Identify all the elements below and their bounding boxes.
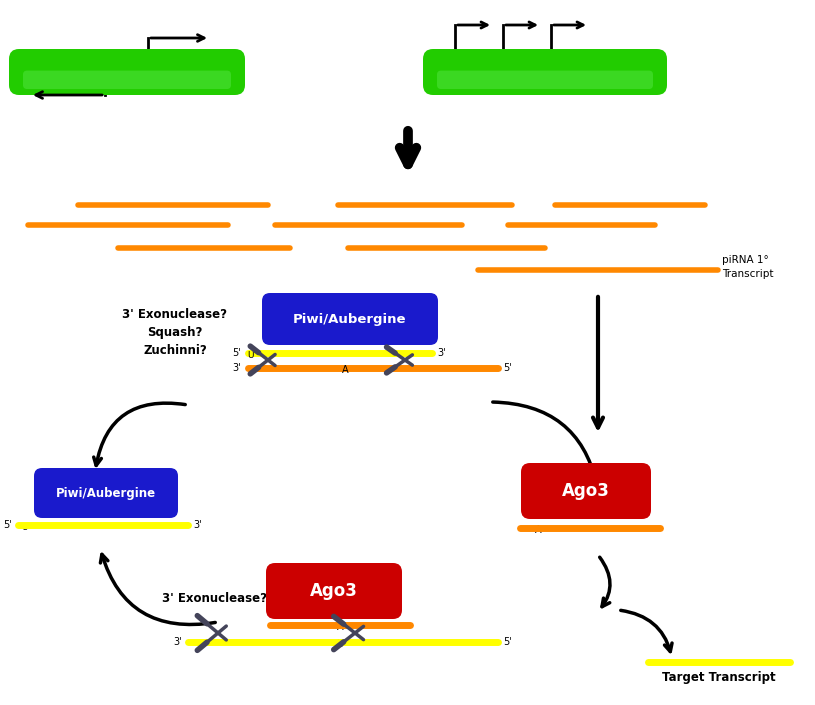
Text: Target Transcript: Target Transcript <box>662 671 776 685</box>
FancyBboxPatch shape <box>23 70 231 89</box>
Text: 3': 3' <box>174 637 182 647</box>
Text: U: U <box>337 639 344 649</box>
Text: 3': 3' <box>232 363 241 373</box>
Text: 3' Exonuclease?
Squash?
Zuchinni?: 3' Exonuclease? Squash? Zuchinni? <box>122 308 227 357</box>
FancyBboxPatch shape <box>262 293 438 345</box>
FancyBboxPatch shape <box>34 468 178 518</box>
Text: Piwi/Aubergine: Piwi/Aubergine <box>293 312 407 326</box>
FancyBboxPatch shape <box>266 563 402 619</box>
Text: 3': 3' <box>193 520 201 530</box>
Text: 3': 3' <box>437 348 446 358</box>
FancyBboxPatch shape <box>437 70 653 89</box>
Text: 5': 5' <box>232 348 241 358</box>
Text: Ago3: Ago3 <box>562 482 610 500</box>
Text: 5': 5' <box>503 363 512 373</box>
Text: U: U <box>20 522 27 532</box>
Text: 5': 5' <box>3 520 12 530</box>
Text: 5': 5' <box>503 637 512 647</box>
Text: 3' Exonuclease?: 3' Exonuclease? <box>162 591 267 604</box>
FancyBboxPatch shape <box>521 463 651 519</box>
FancyBboxPatch shape <box>423 49 667 95</box>
Text: Ago3: Ago3 <box>310 582 358 600</box>
FancyBboxPatch shape <box>9 49 245 95</box>
Text: A: A <box>535 525 541 535</box>
Text: U: U <box>248 350 254 360</box>
Text: Piwi/Aubergine: Piwi/Aubergine <box>56 486 156 500</box>
Text: A: A <box>337 622 343 632</box>
Text: piRNA 1°
Transcript: piRNA 1° Transcript <box>722 255 773 278</box>
Text: A: A <box>341 365 348 375</box>
